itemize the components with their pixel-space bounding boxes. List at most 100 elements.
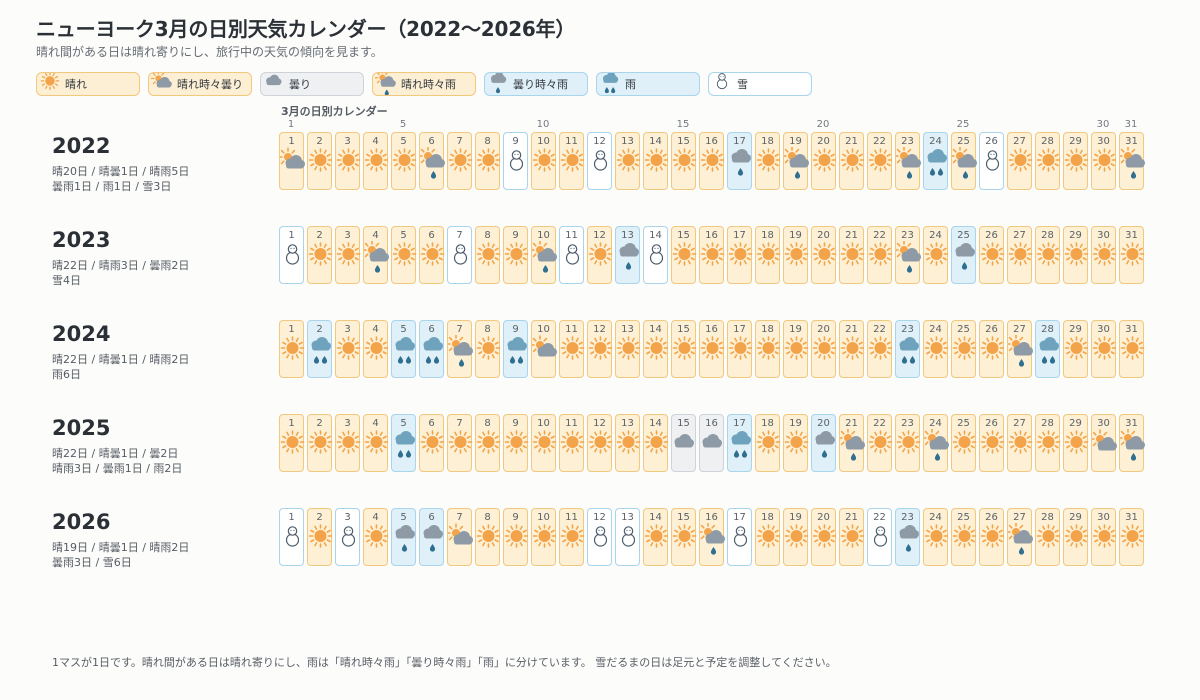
day-cell: 8 [475,320,501,378]
day-tick: 1 [287,119,295,130]
day-cell: 17 [727,508,752,566]
legend-label: 曇り [289,78,311,91]
day-cell: 6 [419,414,445,472]
day-number: 7 [456,136,463,147]
sun-behind-cloud-icon [149,72,177,96]
day-cell: 2 [307,226,333,284]
day-cell: 3 [335,320,361,378]
day-number: 4 [372,512,379,523]
day-cell: 6 [419,226,445,284]
day-number: 17 [733,512,746,523]
day-number: 21 [845,324,858,335]
day-number: 6 [428,512,435,523]
day-number: 22 [873,136,886,147]
day-cell: 10 [531,320,557,378]
day-number: 12 [593,418,606,429]
day-number: 18 [761,230,774,241]
day-cell: 5 [391,508,416,566]
day-cell: 31 [1119,226,1145,284]
day-cell: 26 [979,226,1005,284]
legend-item-snow: 雪 [708,72,812,96]
day-number: 22 [873,324,886,335]
day-number: 30 [1097,324,1110,335]
day-number: 9 [512,136,519,147]
day-cell: 1 [279,226,304,284]
day-number: 18 [761,136,774,147]
day-number: 23 [901,136,914,147]
day-cell: 2 [307,132,333,190]
day-cell: 11 [559,414,585,472]
day-number: 27 [1013,230,1026,241]
day-cell: 2 [307,414,333,472]
day-cell: 30 [1091,508,1117,566]
day-cell: 24 [923,414,949,472]
day-cell: 27 [1007,132,1033,190]
legend-item-sunny: 晴れ [36,72,140,96]
day-number: 22 [873,418,886,429]
day-number: 12 [593,136,606,147]
day-tick: 5 [399,119,407,130]
day-number: 1 [288,324,295,335]
day-cell: 14 [643,132,669,190]
day-cell: 18 [755,132,781,190]
day-tick: 31 [1124,119,1138,130]
year-label: 2023 [52,228,111,252]
day-number: 10 [537,418,550,429]
year-summary: 晴雨3日 / 曇雨1日 / 雨2日 [52,462,183,475]
day-number: 7 [456,418,463,429]
day-cell: 14 [643,508,669,566]
day-number: 16 [705,136,718,147]
heavy-rain-icon [597,72,625,96]
year-label: 2026 [52,510,111,534]
day-number: 24 [929,418,942,429]
day-number: 11 [565,136,578,147]
day-cell: 9 [503,132,528,190]
day-cell: 28 [1035,226,1061,284]
day-cell: 18 [755,508,781,566]
day-number: 6 [428,230,435,241]
day-number: 11 [565,418,578,429]
day-cell: 25 [951,508,977,566]
day-number: 8 [484,230,491,241]
day-cell: 31 [1119,508,1145,566]
legend-item-sunshower: 晴れ時々雨 [372,72,476,96]
day-number: 13 [621,324,634,335]
day-cell: 14 [643,226,668,284]
day-number: 18 [761,512,774,523]
year-summary: 晴22日 / 晴曇1日 / 曇2日 [52,447,179,460]
day-cell: 7 [447,226,472,284]
day-number: 19 [789,230,802,241]
day-cell: 1 [279,320,305,378]
day-number: 15 [677,418,690,429]
day-cell: 20 [811,132,837,190]
day-cell: 11 [559,132,585,190]
day-number: 11 [565,324,578,335]
day-cell: 28 [1035,414,1061,472]
day-cell: 15 [671,320,697,378]
day-number: 21 [845,230,858,241]
day-number: 30 [1097,136,1110,147]
day-cell: 10 [531,508,557,566]
day-number: 23 [901,324,914,335]
year-summary: 晴22日 / 晴雨3日 / 曇雨2日 [52,259,190,272]
day-cell: 9 [503,414,529,472]
year-summary: 曇雨1日 / 雨1日 / 雪3日 [52,180,172,193]
day-cell: 16 [699,226,725,284]
day-number: 26 [985,324,998,335]
day-cell: 18 [755,414,781,472]
day-cell: 31 [1119,132,1145,190]
day-cell: 21 [839,508,865,566]
day-tick: 10 [536,119,550,130]
day-cell: 25 [951,132,977,190]
day-cell: 20 [811,320,837,378]
day-cell: 8 [475,508,501,566]
day-cell: 27 [1007,226,1033,284]
day-number: 16 [705,418,718,429]
day-cell: 23 [895,226,921,284]
day-number: 19 [789,136,802,147]
page-subtitle: 晴れ間がある日は晴れ寄りにし、旅行中の天気の傾向を見ます。 [36,45,383,59]
day-number: 10 [537,324,550,335]
day-cell: 21 [839,320,865,378]
day-cell: 16 [699,414,724,472]
day-cell: 3 [335,414,361,472]
